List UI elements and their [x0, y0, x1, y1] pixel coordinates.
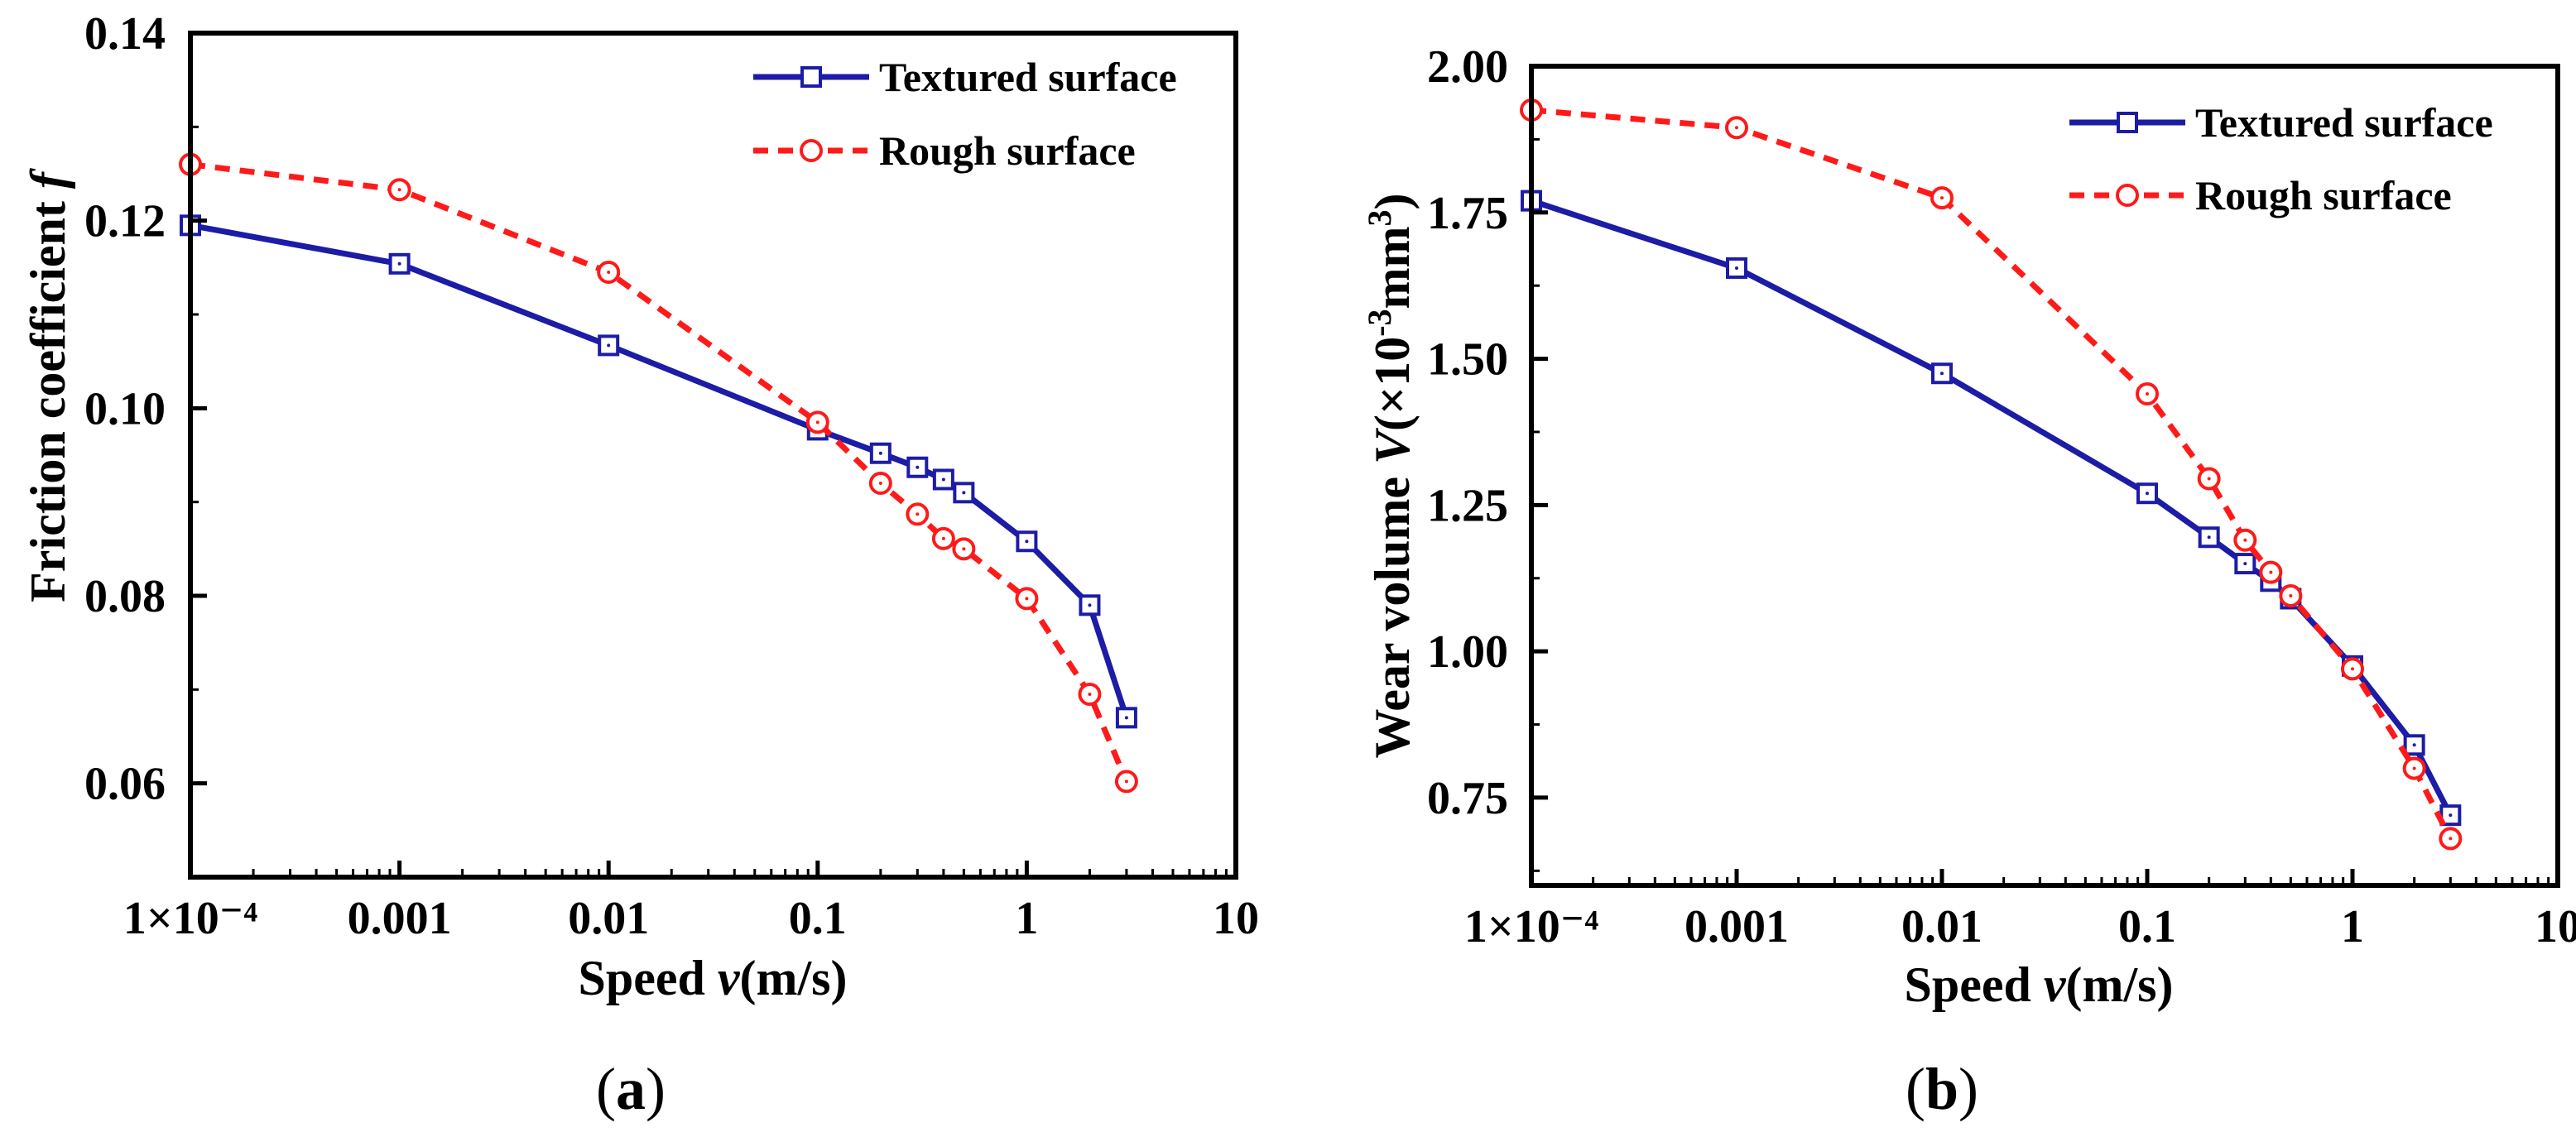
panel-b-y-tick-labels: 0.75 1.00 1.25 1.50 1.75 2.00 [1427, 41, 1508, 824]
y-tick-label: 0.75 [1427, 773, 1508, 824]
x-tick-label: 1×10⁻⁴ [123, 893, 257, 944]
panel-a-chart: 1×10⁻⁴ 0.001 0.01 0.1 1 10 0.060.080.100.120.… [21, 8, 1259, 1122]
x-tick-label: 1 [2341, 901, 2364, 952]
rough-point-dot [397, 188, 401, 192]
x-tick-label: 10 [1213, 893, 1259, 944]
legend-a-rough-marker [800, 139, 823, 162]
panel-a-y-axis-title: Friction coefficient f [21, 168, 75, 602]
panel-b-series [1520, 98, 2463, 851]
legend-b-textured-marker [2117, 112, 2138, 133]
rough-point-dot [878, 482, 882, 485]
legend-a-textured-marker [800, 66, 822, 88]
x-tick-label: 0.001 [1684, 901, 1789, 952]
x-tick-label: 0.01 [1901, 901, 1982, 952]
rough-point-dot [1735, 126, 1738, 130]
legend-a-rough-label: Rough surface [879, 127, 1136, 174]
panel-b-label: (b) [1906, 1056, 1978, 1122]
textured-point-dot [2243, 562, 2247, 566]
textured-point-dot [962, 491, 966, 495]
textured-point-dot [2146, 492, 2149, 496]
y-tick-label: 1.00 [1427, 626, 1508, 678]
y-tick-label: 0.12 [84, 196, 166, 247]
textured-point-dot [878, 451, 882, 455]
legend-a-textured-label: Textured surface [879, 54, 1177, 100]
rough-point-dot [2412, 766, 2416, 770]
panel-b-plot-frame [1529, 64, 2560, 888]
panel-b-major-ticks [1529, 64, 2560, 885]
panel-b-x-tick-labels: 1×10⁻⁴ 0.001 0.01 0.1 1 10 [1464, 901, 2576, 952]
x-tick-label: 0.01 [568, 893, 649, 944]
textured-series-line [190, 222, 1130, 719]
y-tick-label: 2.00 [1427, 41, 1508, 93]
rough-point-dot [1124, 779, 1128, 784]
rough-point-dot [2146, 392, 2149, 396]
rough-point-dot [2207, 477, 2211, 481]
panel-b-x-axis-title: Speed v(m/s) [1905, 957, 2174, 1012]
rough-point-dot [2289, 593, 2293, 597]
panel-a-label: (a) [596, 1056, 666, 1122]
textured-point-dot [607, 343, 611, 348]
textured-series-line [1530, 198, 2453, 817]
y-tick-label: 0.08 [84, 571, 166, 622]
rough-point-dot [962, 547, 966, 551]
panel-a-major-ticks [188, 31, 1238, 877]
textured-point-dot [2412, 743, 2416, 747]
panel-b-legend: Textured surface Rough surface [2069, 99, 2493, 218]
rough-point-dot [2351, 667, 2354, 671]
legend-b-textured-label: Textured surface [2195, 99, 2493, 146]
x-tick-label: 1×10⁻⁴ [1464, 901, 1598, 952]
textured-point-dot [1940, 372, 1944, 376]
rough-series-line [1531, 107, 2453, 841]
x-tick-label: 0.1 [2118, 901, 2176, 952]
rough-point-dot [1940, 196, 1944, 200]
rough-point-dot [1088, 693, 1092, 696]
panel-a-x-tick-labels: 1×10⁻⁴ 0.001 0.01 0.1 1 10 [123, 893, 1259, 944]
textured-point-dot [1088, 603, 1092, 607]
panel-a-x-axis-title: Speed v(m/s) [579, 951, 848, 1005]
panel-a-legend: Textured surface Rough surface [753, 54, 1177, 174]
textured-point-dot [941, 477, 945, 482]
textured-point-dot [2207, 535, 2211, 540]
x-tick-label: 1 [1015, 893, 1038, 944]
panel-a-series [179, 152, 1138, 794]
rough-point-dot [2243, 538, 2247, 542]
rough-point-dot [916, 512, 920, 516]
rough-point-dot [815, 420, 819, 424]
rough-series-line [190, 161, 1130, 783]
rough-point-dot [2449, 837, 2453, 841]
rough-point-dot [2269, 570, 2273, 574]
textured-point-dot [1025, 540, 1029, 544]
rough-point-dot [1025, 597, 1029, 601]
y-tick-label: 1.75 [1427, 188, 1508, 239]
x-tick-label: 0.001 [348, 893, 452, 944]
textured-point-dot [2449, 813, 2453, 818]
rough-point-dot [607, 271, 611, 274]
textured-point-dot [916, 465, 920, 469]
legend-b-rough-label: Rough surface [2195, 172, 2452, 218]
rough-point-dot [941, 536, 945, 540]
panel-a-plot-frame [188, 31, 1238, 880]
x-tick-label: 0.1 [789, 893, 847, 944]
textured-point-dot [1124, 716, 1128, 720]
x-tick-label: 10 [2535, 901, 2576, 952]
textured-point-dot [397, 261, 401, 266]
panel-b-chart: 1×10⁻⁴ 0.001 0.01 0.1 1 10 0.75 1.00 1.25 1.50 1.… [1361, 41, 2576, 1122]
y-tick-label: 1.25 [1427, 480, 1508, 531]
legend-b-rough-marker [2116, 184, 2139, 207]
y-tick-label: 1.50 [1427, 334, 1508, 386]
y-tick-label: 0.06 [84, 759, 166, 810]
y-tick-label: 0.14 [84, 8, 166, 60]
panel-a-y-tick-labels: 0.06 0.08 0.10 0.12 0.14 [84, 8, 166, 810]
y-tick-label: 0.10 [84, 383, 166, 434]
panel-a-minor-ticks [190, 125, 1228, 877]
panel-b-y-axis-title: Wear volume V(×10-3mm3) [1361, 193, 1420, 758]
textured-point-dot [1735, 266, 1738, 270]
